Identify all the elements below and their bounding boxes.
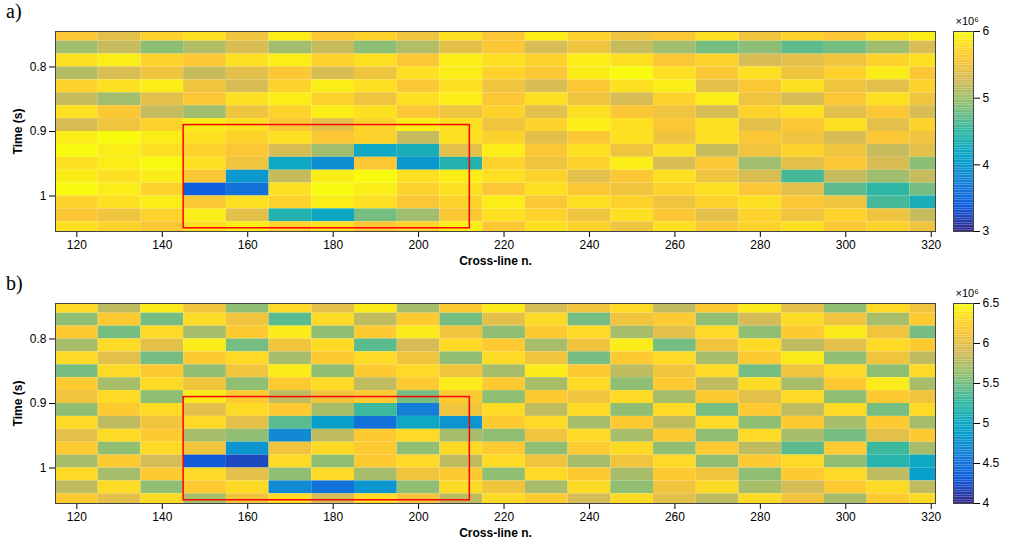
svg-text:0.9: 0.9	[30, 124, 47, 138]
svg-text:0.8: 0.8	[30, 332, 47, 346]
svg-text:1: 1	[40, 189, 47, 203]
html-text:a): a)	[6, 0, 22, 22]
svg-text:Cross-line n.: Cross-line n.	[459, 526, 532, 540]
svg-text:280: 280	[750, 238, 770, 252]
svg-text:200: 200	[409, 510, 429, 524]
svg-text:140: 140	[152, 238, 172, 252]
svg-text:0.9: 0.9	[30, 396, 47, 410]
svg-text:300: 300	[836, 510, 856, 524]
svg-text:160: 160	[238, 238, 258, 252]
svg-text:220: 220	[494, 510, 514, 524]
svg-text:0.8: 0.8	[30, 60, 47, 74]
svg-text:Time (s): Time (s)	[11, 109, 25, 155]
svg-text:140: 140	[152, 510, 172, 524]
svg-text:300: 300	[836, 238, 856, 252]
svg-text:180: 180	[323, 510, 343, 524]
svg-text:200: 200	[409, 238, 429, 252]
svg-text:180: 180	[323, 238, 343, 252]
svg-text:280: 280	[750, 510, 770, 524]
svg-text:120: 120	[67, 510, 87, 524]
svg-text:Cross-line n.: Cross-line n.	[459, 254, 532, 268]
svg-text:6.5: 6.5	[983, 296, 1000, 310]
svg-text:120: 120	[67, 238, 87, 252]
svg-text:260: 260	[665, 510, 685, 524]
svg-text:5: 5	[983, 416, 990, 430]
svg-text:4: 4	[983, 158, 990, 172]
svg-text:1: 1	[40, 461, 47, 475]
svg-text:4: 4	[983, 496, 990, 510]
svg-text:260: 260	[665, 238, 685, 252]
svg-text:220: 220	[494, 238, 514, 252]
svg-text:240: 240	[579, 238, 599, 252]
svg-text:4.5: 4.5	[983, 456, 1000, 470]
svg-text:×10⁶: ×10⁶	[956, 287, 979, 299]
svg-text:3: 3	[983, 224, 990, 238]
svg-text:5: 5	[983, 91, 990, 105]
svg-text:Time (s): Time (s)	[11, 381, 25, 427]
svg-text:×10⁶: ×10⁶	[956, 15, 979, 27]
svg-text:5.5: 5.5	[983, 376, 1000, 390]
svg-text:160: 160	[238, 510, 258, 524]
svg-text:6: 6	[983, 24, 990, 38]
html-text:b): b)	[6, 272, 23, 294]
svg-text:320: 320	[921, 238, 941, 252]
svg-text:240: 240	[579, 510, 599, 524]
svg-text:320: 320	[921, 510, 941, 524]
svg-text:6: 6	[983, 336, 990, 350]
